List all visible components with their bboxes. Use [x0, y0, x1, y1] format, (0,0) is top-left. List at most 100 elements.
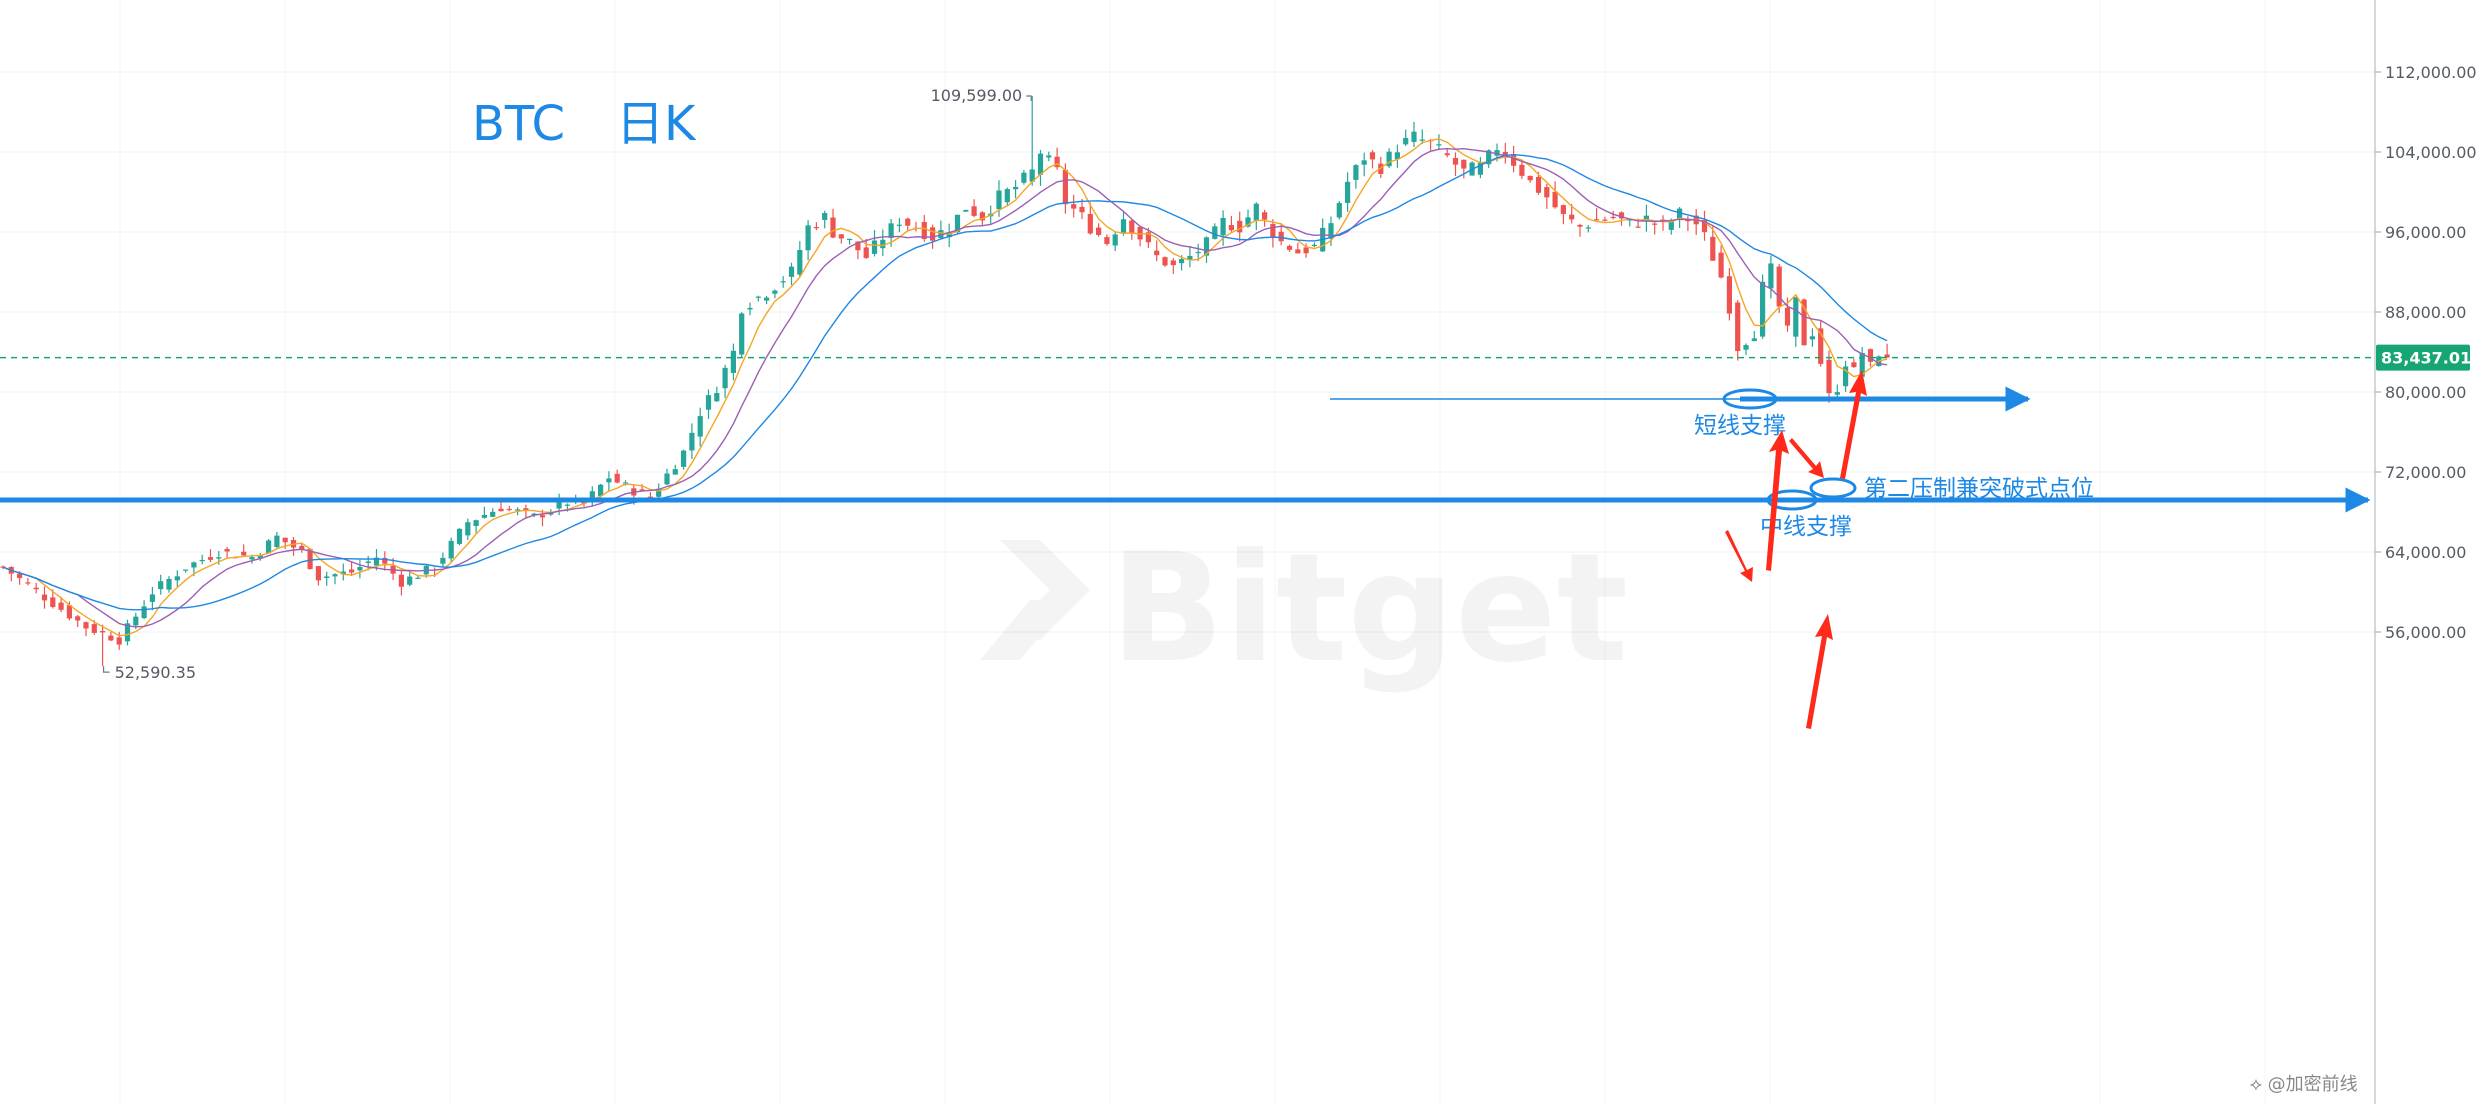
candle [1403, 129, 1409, 146]
candle-body [373, 557, 380, 566]
candle-body [1278, 231, 1284, 242]
candle [1602, 216, 1608, 222]
candle-body [66, 605, 72, 619]
candle [1037, 149, 1044, 186]
candle-body [116, 637, 122, 645]
candle-body [199, 559, 205, 562]
short-support-marker [1722, 388, 1778, 410]
candle-body [1710, 236, 1716, 261]
candle [1610, 210, 1616, 220]
candle [1768, 255, 1774, 299]
candle-body [1809, 336, 1815, 340]
candle-body [1643, 215, 1649, 222]
candle [440, 552, 446, 568]
candle [681, 449, 687, 470]
candle-body [498, 508, 504, 512]
candle-body [315, 566, 321, 581]
candle [1195, 243, 1201, 262]
candle-body [340, 571, 346, 575]
candle [1834, 384, 1840, 397]
candle-body [1826, 359, 1832, 394]
candle-body [1760, 281, 1766, 337]
candle [1801, 298, 1807, 346]
ma10-line [2, 147, 1888, 628]
candle-body [672, 469, 678, 475]
candle [116, 631, 122, 650]
candle-body [307, 548, 313, 570]
candle [1452, 152, 1459, 176]
candle [382, 551, 388, 571]
candle-body [1286, 245, 1293, 250]
candle-body [971, 206, 977, 216]
candle-body [1270, 223, 1276, 238]
candle [1693, 209, 1699, 236]
candle [598, 483, 604, 498]
candle [1369, 150, 1376, 169]
axis-tick-label: 88,000.00 [2385, 303, 2466, 322]
candle-body [1336, 203, 1342, 218]
candle [324, 571, 330, 586]
axis-tick-label: 96,000.00 [2385, 223, 2466, 242]
price-axis[interactable]: 56,000.00 64,000.00 72,000.00 80,000.00 88,0… [2374, 0, 2477, 1104]
candle-body [1768, 263, 1774, 289]
candle-body [822, 213, 828, 220]
candle-body [564, 504, 570, 506]
candle-body [332, 574, 338, 577]
candle [1353, 164, 1359, 189]
author-tag: ⟡ @加密前线 [2250, 1074, 2358, 1095]
candle-body [1004, 189, 1010, 203]
axis-tick-label: 64,000.00 [2385, 543, 2466, 562]
candle-body [739, 313, 745, 355]
candle [1585, 225, 1591, 233]
candle [1569, 204, 1575, 224]
candle-body [606, 478, 612, 483]
candle [1220, 210, 1226, 246]
candle [705, 389, 712, 419]
candle-body [1477, 162, 1483, 175]
candle-body [174, 576, 180, 581]
candle-body [523, 508, 529, 511]
candle-body [100, 630, 106, 633]
candle [25, 578, 31, 586]
candle-body [1718, 252, 1724, 278]
candle [1502, 142, 1508, 164]
candle-body [1610, 216, 1616, 219]
candle [722, 364, 728, 399]
candle [1535, 171, 1542, 195]
candle-body [838, 234, 844, 239]
candle [1776, 263, 1782, 313]
candle [1087, 202, 1093, 235]
candle [481, 506, 487, 519]
candle-body [1170, 260, 1176, 266]
candle [299, 543, 305, 553]
candle-body [191, 562, 197, 568]
candle [1560, 204, 1566, 225]
candle [963, 209, 969, 212]
arrow-up-from-mid-support [1806, 614, 1833, 729]
candle [1851, 358, 1857, 368]
candle-body [1162, 257, 1168, 266]
candle-body [1701, 219, 1708, 233]
candle-body [556, 500, 562, 509]
candle [456, 528, 463, 546]
candle-body [415, 577, 421, 579]
candle [1826, 350, 1832, 403]
candle [855, 241, 861, 260]
candle-body [1452, 157, 1459, 165]
candle-body [855, 241, 861, 251]
candle [207, 549, 214, 563]
candle [224, 546, 230, 559]
candle-body [1345, 181, 1351, 203]
candle-body [1519, 164, 1525, 176]
candle-body [481, 514, 487, 518]
candle-body [41, 594, 48, 601]
candle-body [639, 489, 645, 491]
candle [307, 548, 313, 570]
candle-body [249, 557, 255, 560]
axis-tick-label: 80,000.00 [2385, 383, 2466, 402]
candle [1345, 172, 1351, 212]
candle [506, 505, 512, 512]
candle [365, 555, 371, 571]
candle [755, 295, 761, 302]
